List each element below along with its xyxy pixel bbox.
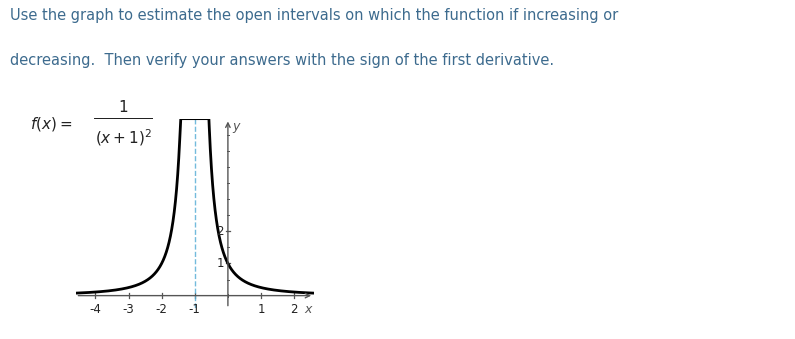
Text: $1$: $1$ [118,99,128,115]
Text: -4: -4 [90,303,101,316]
Text: $(x + 1)^2$: $(x + 1)^2$ [95,127,152,148]
Text: 1: 1 [258,303,265,316]
Text: x: x [304,303,312,316]
Text: 2: 2 [216,225,224,238]
Text: decreasing.  Then verify your answers with the sign of the first derivative.: decreasing. Then verify your answers wit… [10,53,554,67]
Text: $f(x) =$: $f(x) =$ [30,115,72,133]
Text: Use the graph to estimate the open intervals on which the function if increasing: Use the graph to estimate the open inter… [10,8,619,23]
Text: -3: -3 [122,303,134,316]
Text: 1: 1 [216,257,224,270]
Text: y: y [232,120,239,133]
Text: -2: -2 [156,303,168,316]
Text: -1: -1 [189,303,200,316]
Text: 2: 2 [290,303,298,316]
